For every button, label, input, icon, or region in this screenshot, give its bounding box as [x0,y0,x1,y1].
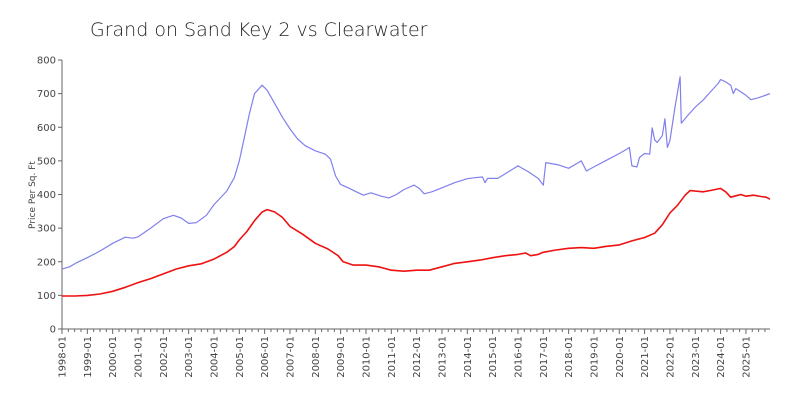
x-tick-label: 2017-01 [539,336,550,378]
x-tick-label: 2025-01 [741,336,752,378]
x-tick-label: 2016-01 [513,336,524,378]
series-group [61,76,771,297]
x-tick-label: 2001-01 [133,336,144,378]
y-tick-label: 100 [37,291,56,302]
x-tick-label: 2020-01 [615,336,626,378]
x-tick-label: 2014-01 [463,336,474,378]
x-tick-label: 2023-01 [691,336,702,378]
series-line-2 [62,187,771,297]
x-tick-label: 2015-01 [488,336,499,378]
y-tick-label: 0 [50,325,56,336]
y-ticks: 0 100 200 300 400 500 600 700 800 [37,56,62,336]
x-ticks: 1998-01 1999-01 2000-01 2001-01 2002-01 2003-… [58,329,766,378]
series-line-1 [61,76,771,270]
x-tick-label: 2009-01 [336,336,347,378]
x-tick-label: 1998-01 [58,336,69,378]
x-tick-label: 2011-01 [387,336,398,378]
x-tick-label: 2000-01 [108,336,119,378]
x-tick-label: 2004-01 [209,336,220,378]
x-tick-label: 1999-01 [83,336,94,378]
x-tick-label: 2003-01 [184,336,195,378]
y-tick-label: 200 [37,257,56,268]
x-tick-label: 2002-01 [159,336,170,378]
y-tick-label: 800 [37,56,56,67]
x-tick-label: 2006-01 [260,336,271,378]
x-tick-label: 2022-01 [665,336,676,378]
y-tick-label: 300 [37,224,56,235]
x-tick-label: 2013-01 [437,336,448,378]
y-tick-label: 500 [37,156,56,167]
x-tick-label: 2019-01 [589,336,600,378]
y-tick-label: 600 [37,123,56,134]
chart-title: Grand on Sand Key 2 vs Clearwater [90,19,428,41]
x-tick-label: 2012-01 [412,336,423,378]
y-tick-label: 400 [37,190,56,201]
x-tick-label: 2010-01 [361,336,372,378]
y-tick-label: 700 [37,89,56,100]
x-tick-label: 2018-01 [564,336,575,378]
x-tick-label: 2024-01 [716,336,727,378]
x-tick-label: 2005-01 [235,336,246,378]
x-tick-label: 2021-01 [640,336,651,378]
x-tick-label: 2007-01 [285,336,296,378]
x-tick-label: 2008-01 [311,336,322,378]
y-axis-label: Price Per Sq. Ft [28,161,38,229]
